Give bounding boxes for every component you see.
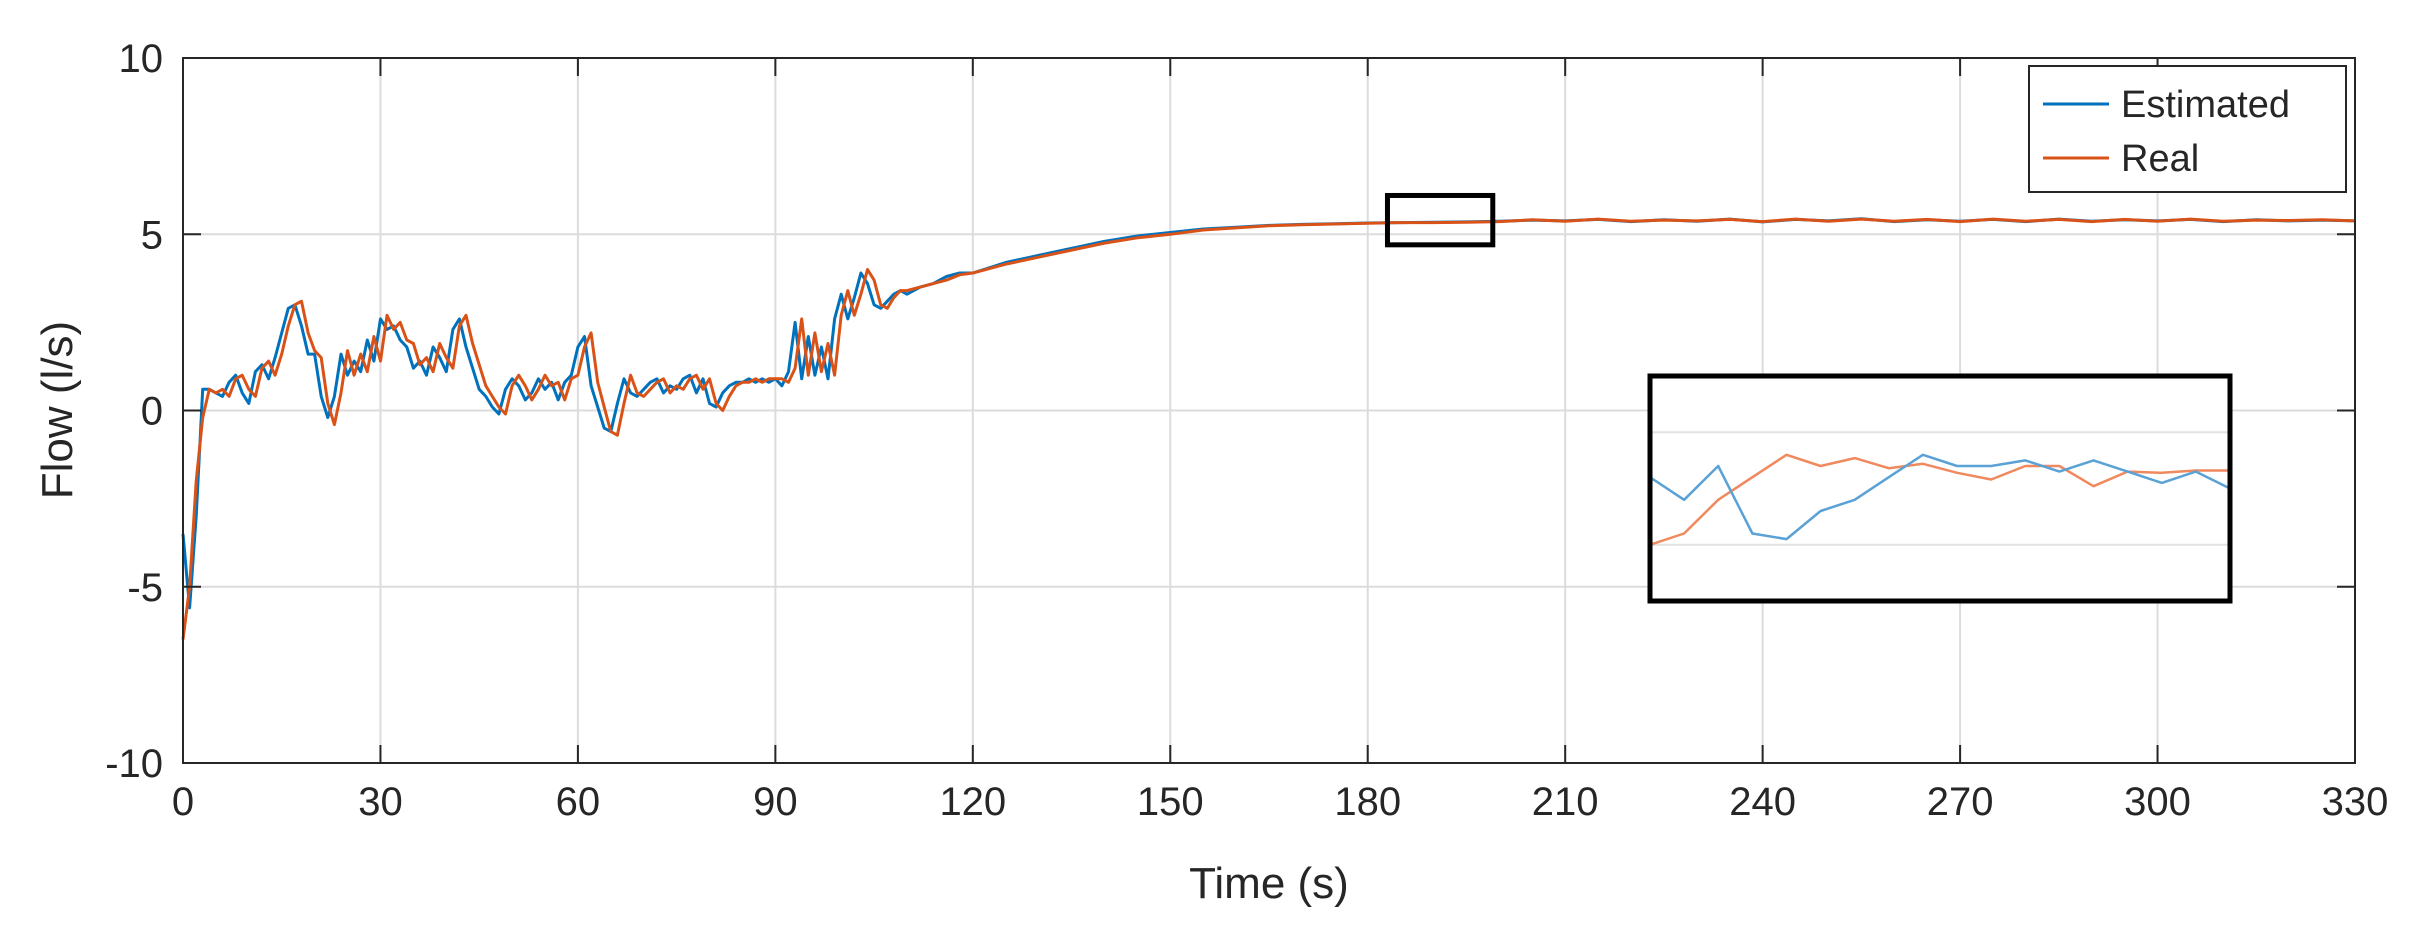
zoom-box bbox=[1384, 192, 1496, 248]
x-tick-label: 180 bbox=[1334, 780, 1401, 824]
y-tick-label: -5 bbox=[127, 566, 163, 610]
x-tick-label: 270 bbox=[1927, 780, 1994, 824]
zoom-region bbox=[1384, 192, 1496, 248]
legend-box bbox=[2028, 65, 2347, 193]
x-tick-label: 60 bbox=[556, 780, 601, 824]
x-tick-label: 330 bbox=[2322, 780, 2389, 824]
y-tick-label: 0 bbox=[141, 390, 163, 434]
axis-ticks: 0 30 60 90 120 150 180 210 240 270 300 330 -10 -5 0 5 10 bbox=[105, 37, 2388, 824]
zoom-inset bbox=[1647, 373, 2233, 604]
x-axis-label: Time (s) bbox=[1189, 859, 1349, 908]
x-tick-label: 0 bbox=[172, 780, 194, 824]
inset-background bbox=[1650, 376, 2230, 601]
legend: Estimated Real bbox=[2028, 65, 2347, 193]
x-tick-label: 150 bbox=[1137, 780, 1204, 824]
legend-label: Estimated bbox=[2121, 84, 2290, 126]
inset-line-estimated bbox=[1649, 453, 2231, 541]
x-tick-label: 120 bbox=[939, 780, 1006, 824]
y-tick-label: -10 bbox=[105, 742, 163, 786]
x-tick-label: 30 bbox=[358, 780, 403, 824]
x-tick-label: 240 bbox=[1729, 780, 1796, 824]
inset-line-real bbox=[1649, 453, 2230, 546]
x-tick-label: 300 bbox=[2124, 780, 2191, 824]
y-tick-label: 10 bbox=[119, 37, 164, 81]
legend-label: Real bbox=[2121, 138, 2199, 180]
inset-frame bbox=[1647, 373, 2233, 604]
x-tick-label: 90 bbox=[753, 780, 798, 824]
y-axis-label: Flow (l/s) bbox=[33, 321, 82, 499]
x-tick-label: 210 bbox=[1532, 780, 1599, 824]
y-tick-label: 5 bbox=[141, 213, 163, 257]
